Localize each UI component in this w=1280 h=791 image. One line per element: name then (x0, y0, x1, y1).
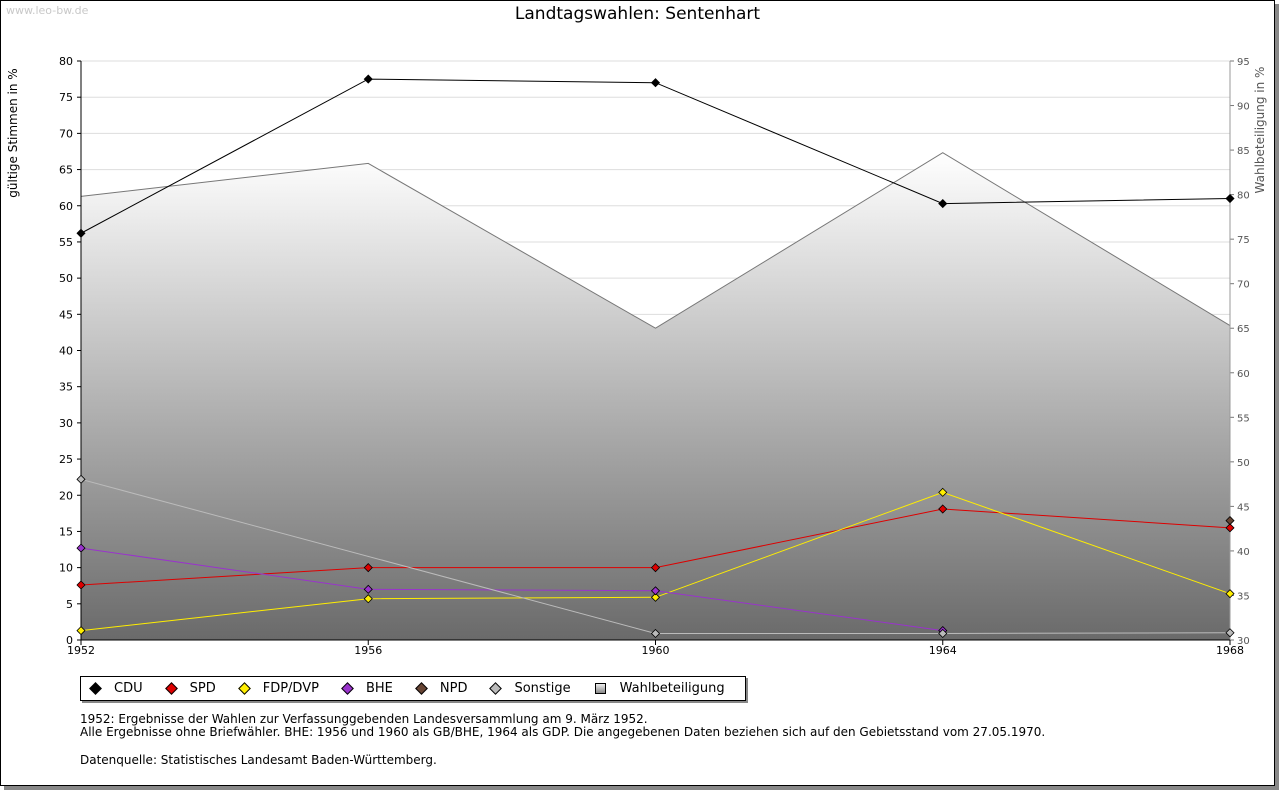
legend-marker-bhe (341, 682, 354, 695)
y2-tick-label: 95 (1237, 57, 1250, 68)
data-point-bhe (76, 543, 86, 553)
turnout-line (80, 152, 1231, 329)
y2-tick-label: 65 (1237, 324, 1250, 335)
data-point-fdp-dvp (938, 487, 948, 497)
y-tick-label: 55 (59, 236, 73, 249)
turnout-area-layer (80, 152, 1231, 640)
y-tick-label: 25 (59, 453, 73, 466)
y2-tick-label: 45 (1237, 502, 1250, 513)
y-tick-label: 10 (59, 562, 73, 575)
y-tick-label: 50 (59, 272, 73, 285)
legend-marker-sonstige (489, 682, 503, 695)
y-tick-label: 60 (59, 200, 73, 213)
legend-item-bhe: BHE (341, 681, 393, 696)
data-point-sonstige (1225, 628, 1235, 638)
axes: 0 5 10 15 20 25 30 35 40 45 50 55 60 65 70 75 80 30 35 40 45… (59, 55, 1250, 657)
data-point-cdu (76, 228, 86, 238)
y2-tick-label: 85 (1237, 146, 1250, 157)
legend-label-bhe: BHE (365, 681, 393, 696)
data-point-cdu (938, 199, 948, 209)
footnote-1: 1952: Ergebnisse der Wahlen zur Verfassu… (80, 712, 648, 726)
legend-turnout-swatch (594, 683, 606, 694)
data-point-cdu (1225, 193, 1235, 204)
y-tick-label: 0 (66, 634, 73, 647)
legend-marker-fdp-dvp (237, 682, 251, 695)
y-tick-label: 40 (59, 345, 73, 358)
legend-label-cdu: CDU (114, 681, 143, 696)
series-line-sonstige (80, 478, 1231, 634)
data-point-sonstige (650, 628, 661, 639)
legend-label-fdp-dvp: FDP/DVP (262, 681, 319, 696)
footnote-2: Alle Ergebnisse ohne Briefwähler. BHE: 1… (80, 725, 1046, 739)
legend-label-sonstige: Sonstige (514, 681, 571, 696)
legend-item-cdu: CDU (89, 681, 143, 696)
y-tick-label: 5 (66, 598, 73, 611)
watermark: www.leo-bw.de (6, 4, 89, 17)
data-point-spd (938, 504, 948, 514)
y-tick-label: 30 (59, 417, 73, 430)
x-tick-label: 1952 (67, 644, 95, 657)
y2-tick-label: 30 (1237, 636, 1250, 647)
x-tick-label: 1960 (642, 644, 670, 657)
y2-tick-label: 75 (1237, 235, 1250, 246)
legend-label-spd: SPD (189, 681, 216, 696)
x-tick-label: 1964 (929, 644, 957, 657)
y-tick-label: 65 (59, 164, 73, 177)
legend-item-spd: SPD (164, 681, 216, 696)
data-point-cdu (650, 78, 661, 88)
y2-tick-label: 80 (1237, 191, 1250, 202)
footnotes: 1952: Ergebnisse der Wahlen zur Verfassu… (80, 713, 1045, 739)
data-point-npd (1225, 516, 1235, 526)
turnout-area (81, 152, 1230, 640)
y2-axis-label: Wahlbeteiligung in % (1253, 67, 1267, 194)
legend-item-sonstige: Sonstige (489, 681, 571, 696)
y-tick-label: 20 (59, 489, 73, 502)
y-tick-label: 70 (59, 127, 73, 140)
y2-tick-label: 50 (1237, 458, 1250, 469)
y2-tick-label: 90 (1237, 102, 1250, 113)
chart-title: Landtagswahlen: Sentenhart (514, 4, 761, 24)
y-tick-label: 45 (59, 308, 73, 321)
data-point-fdp-dvp (363, 594, 373, 604)
y-tick-label: 75 (59, 91, 73, 104)
y-tick-label: 80 (59, 55, 73, 68)
legend-item-fdp-dvp: FDP/DVP (237, 681, 319, 696)
data-point-fdp-dvp (76, 626, 86, 636)
y2-tick-label: 60 (1237, 369, 1250, 380)
y2-tick-label: 55 (1237, 413, 1250, 424)
data-source: Datenquelle: Statistisches Landesamt Bad… (80, 753, 437, 767)
legend-turnout-label: Wahlbeteiligung (619, 681, 725, 696)
y-axis-label: gültige Stimmen in % (6, 68, 20, 197)
x-tick-label: 1956 (354, 644, 382, 657)
data-point-spd (650, 563, 661, 573)
data-point-fdp-dvp (650, 592, 661, 602)
data-point-sonstige (938, 628, 948, 639)
y-tick-label: 35 (59, 381, 73, 394)
legend-label-npd: NPD (439, 681, 468, 696)
series-line-bhe (80, 547, 943, 632)
legend: CDU SPD FDP/DVP BHE NPD Sonstige Wahlbeteilig… (80, 676, 746, 701)
series-layer (76, 74, 1235, 639)
y2-tick-label: 70 (1237, 280, 1250, 291)
legend-marker-spd (164, 682, 178, 695)
legend-marker-cdu (89, 682, 102, 695)
data-point-spd (1225, 523, 1235, 533)
legend-item-npd: NPD (415, 681, 468, 696)
x-tick-label: 1968 (1216, 644, 1244, 657)
data-point-spd (363, 563, 373, 573)
data-point-sonstige (76, 474, 86, 484)
data-point-spd (76, 580, 86, 590)
data-point-bhe (650, 586, 661, 596)
data-point-fdp-dvp (1225, 589, 1235, 599)
legend-marker-npd (415, 682, 428, 695)
y-tick-label: 15 (59, 525, 73, 538)
data-point-cdu (363, 74, 373, 84)
legend-item-wahlbeteiligung: Wahlbeteiligung (594, 681, 725, 696)
data-point-bhe (363, 584, 373, 594)
chart-svg: 0 5 10 15 20 25 30 35 40 45 50 55 60 65 70 75 80 30 35 40 45… (6, 55, 1267, 657)
y2-tick-label: 35 (1237, 591, 1250, 602)
y2-tick-label: 40 (1237, 547, 1250, 558)
